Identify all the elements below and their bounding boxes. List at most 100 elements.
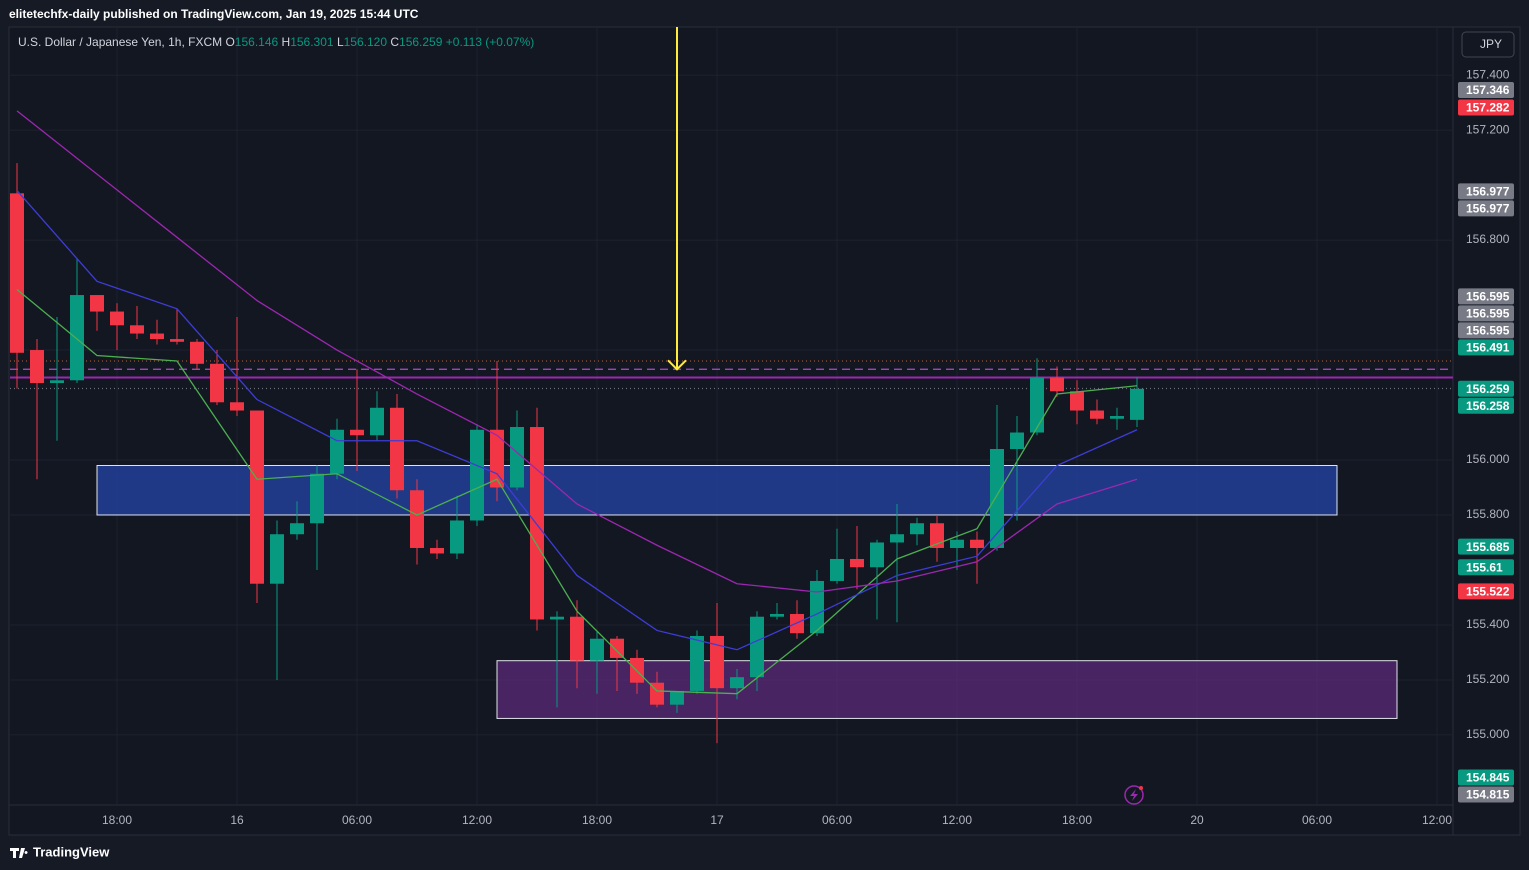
y-tick-label: 157.200 — [1466, 122, 1510, 136]
candle-body — [30, 350, 44, 384]
symbol: U.S. Dollar / Japanese Yen, 1h, FXCM — [18, 35, 223, 49]
candle-body — [70, 295, 84, 381]
price-badge-label: 156.595 — [1466, 290, 1510, 304]
y-tick-label: 157.400 — [1466, 67, 1510, 81]
candle-body — [390, 407, 404, 491]
candle-body — [110, 311, 124, 326]
price-badge — [1458, 769, 1514, 786]
candle-body — [990, 449, 1004, 548]
candle-body — [850, 558, 864, 568]
price-badge — [1458, 183, 1514, 200]
price-badge-label: 155.61 — [1466, 560, 1503, 574]
layer — [10, 27, 1453, 805]
change: +0.113 (+0.07%) — [445, 35, 535, 49]
moving-average — [16, 289, 1138, 695]
candle-body — [930, 523, 944, 548]
candle-body — [530, 427, 544, 620]
price-badge — [1458, 583, 1514, 600]
x-tick-label: 18:00 — [102, 813, 132, 827]
candle-body — [970, 539, 984, 548]
candle-body — [1110, 416, 1124, 419]
price-badge — [1458, 99, 1514, 116]
candle-body — [550, 616, 564, 620]
x-tick-label: 18:00 — [1062, 813, 1092, 827]
candle-body — [1070, 391, 1084, 411]
x-tick-label: 17 — [710, 813, 724, 827]
x-tick-label: 12:00 — [462, 813, 492, 827]
y-tick-label: 156.800 — [1466, 232, 1510, 246]
moving-average — [16, 110, 1138, 593]
candle-body — [870, 542, 884, 568]
candle-body — [510, 427, 524, 488]
candle-body — [1090, 410, 1104, 419]
price-badge-label: 154.815 — [1466, 788, 1510, 802]
candle-body — [410, 490, 424, 548]
candle-body — [350, 429, 364, 436]
price-badge-label: 156.595 — [1466, 307, 1510, 321]
x-tick-label: 16 — [230, 813, 244, 827]
candle-body — [690, 635, 704, 691]
candle-body — [470, 429, 484, 521]
currency-button[interactable] — [1461, 31, 1515, 58]
y-tick-label: 155.200 — [1466, 672, 1510, 686]
price-badge — [1458, 559, 1514, 576]
moving-average — [16, 190, 1138, 651]
alert-dot — [1139, 786, 1143, 790]
candle-body — [590, 638, 604, 661]
zone — [496, 660, 1398, 719]
price-badge — [1458, 380, 1514, 397]
candle-body — [230, 402, 244, 411]
price-badge-label: 156.977 — [1466, 185, 1510, 199]
candle-body — [210, 363, 224, 403]
price-badge-label: 156.259 — [1466, 382, 1510, 396]
currency: JPY — [1480, 37, 1502, 51]
c-value: 156.259 — [399, 35, 443, 49]
x-tick-label: 12:00 — [942, 813, 972, 827]
h-label: H — [281, 35, 291, 49]
arrow-head — [667, 359, 687, 371]
candle-body — [150, 333, 164, 340]
candle-body — [10, 193, 24, 353]
candle-body — [130, 325, 144, 334]
y-tick-label: 156.000 — [1466, 452, 1510, 466]
y-tick-label: 155.800 — [1466, 507, 1510, 521]
price-badge — [1458, 200, 1514, 217]
candle-body — [50, 380, 64, 384]
candle-body — [190, 341, 204, 364]
alert-icon[interactable] — [1124, 785, 1144, 805]
o-label: O — [225, 35, 235, 49]
candle-body — [430, 547, 444, 554]
candle-body — [170, 339, 184, 342]
price-badge-label: 157.346 — [1466, 83, 1510, 97]
candle-body — [290, 523, 304, 535]
price-badge — [1458, 81, 1514, 98]
price-badge-label: 155.685 — [1466, 540, 1510, 554]
price-badge — [1458, 339, 1514, 356]
publisher: elitetechfx-daily published on TradingVi… — [9, 7, 419, 21]
price-badge-label: 156.258 — [1466, 399, 1510, 413]
candle-body — [250, 410, 264, 584]
price-badge-label: 155.522 — [1466, 585, 1510, 599]
h-value: 156.301 — [290, 35, 334, 49]
price-badge — [1458, 288, 1514, 305]
zone — [96, 465, 1338, 516]
o-value: 156.146 — [234, 35, 279, 49]
candle-body — [950, 539, 964, 548]
candle-body — [830, 558, 844, 581]
l-value: 156.120 — [343, 35, 388, 49]
candle-body — [90, 295, 104, 312]
l-label: L — [336, 35, 344, 49]
c-label: C — [390, 35, 400, 49]
candle-body — [770, 613, 784, 617]
candle-body — [910, 523, 924, 535]
price-badge-label: 156.977 — [1466, 202, 1510, 216]
candle-body — [1010, 432, 1024, 450]
price-badge-label: 154.845 — [1466, 771, 1510, 785]
candle-body — [330, 429, 344, 474]
price-badge — [1458, 397, 1514, 414]
logo — [10, 848, 28, 858]
x-tick-label: 06:00 — [342, 813, 372, 827]
x-tick-label: 18:00 — [582, 813, 612, 827]
candle-body — [1130, 388, 1144, 420]
